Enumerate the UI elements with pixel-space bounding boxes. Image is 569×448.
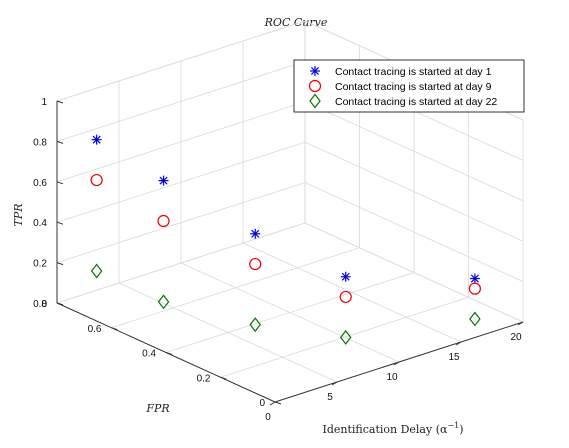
grid-line <box>56 222 306 304</box>
z-tick-mark <box>56 181 64 185</box>
legend-marker-shape <box>308 79 322 93</box>
legend-entry-day-9: Contact tracing is started at day 9 <box>335 81 492 93</box>
data-point-s2-0 <box>90 263 103 279</box>
x-axis-label-main: Identification Delay (α <box>322 423 448 436</box>
circle-shape <box>339 290 352 304</box>
grid-line <box>165 272 415 353</box>
x-axis-label-close: ) <box>459 423 463 436</box>
asterisk-stroke <box>92 135 101 144</box>
y-tick-mark <box>220 376 227 380</box>
x-axis-label: Identification Delay (α−1) <box>322 421 463 436</box>
diamond-shape <box>90 263 103 279</box>
asterisk-stroke <box>341 272 350 281</box>
y-tick-mark <box>274 401 282 405</box>
diamond-shape <box>309 93 321 109</box>
x-tick-mark <box>393 361 400 366</box>
legend-entry-day-22: Contact tracing is started at day 22 <box>335 96 497 108</box>
x-tick-label: 15 <box>448 352 460 363</box>
grid-line <box>111 247 360 329</box>
data-point-s0-0 <box>91 134 102 145</box>
z-tick-label: 0.8 <box>33 137 47 148</box>
diamond-shape <box>469 311 481 327</box>
x-tick-mark <box>331 381 338 386</box>
data-point-s2-1 <box>157 294 170 310</box>
z-tick-mark <box>56 140 64 144</box>
z-tick-mark <box>56 262 64 266</box>
z-tick-label: 1 <box>41 97 47 108</box>
y-tick-label: 0.2 <box>197 373 211 384</box>
grid-line <box>56 20 306 102</box>
data-point-s2-3 <box>339 329 352 345</box>
z-tick-label: 0 <box>41 299 47 310</box>
data-point-s1-0 <box>90 173 103 187</box>
x-axis-label-sup: −1 <box>447 421 459 430</box>
data-point-s0-2 <box>250 228 261 239</box>
circle-shape <box>157 214 170 228</box>
data-point-s1-1 <box>157 214 170 228</box>
data-point-s2-2 <box>249 317 262 333</box>
circle-shape <box>90 173 103 187</box>
data-point-s2-4 <box>469 311 481 327</box>
grid-line <box>220 296 469 378</box>
y-tick-label: 0 <box>259 398 265 409</box>
data-point-s1-2 <box>249 257 262 271</box>
y-tick-label: 0.4 <box>142 349 156 360</box>
legend-marker-diamond <box>309 93 321 109</box>
z-axis-label: TPR <box>12 203 25 226</box>
legend: Contact tracing is started at day 1 Cont… <box>293 59 525 113</box>
circle-shape <box>308 79 322 93</box>
z-tick-mark <box>56 100 64 104</box>
diamond-shape <box>249 317 262 333</box>
legend-marker-shape <box>310 66 320 76</box>
data-point-s0-4 <box>469 273 480 284</box>
y-axis-label: FPR <box>145 402 169 415</box>
axes <box>56 100 524 406</box>
circle-shape <box>468 282 481 295</box>
asterisk-stroke <box>470 274 479 283</box>
x-tick-label: 10 <box>386 372 398 383</box>
z-tick-label: 0.6 <box>33 178 47 189</box>
data-markers <box>90 134 481 345</box>
asterisk-stroke <box>310 66 320 76</box>
y-tick-mark <box>111 327 118 331</box>
z-tick-mark <box>56 302 64 306</box>
x-tick-mark <box>517 321 524 326</box>
x-tick-label: 20 <box>510 332 522 343</box>
legend-marker-circle <box>308 79 322 93</box>
data-point-s1-4 <box>468 282 481 295</box>
x-tick-mark <box>269 401 276 406</box>
z-tick-label: 0.2 <box>33 259 47 270</box>
z-tick-mark <box>56 221 64 225</box>
asterisk-stroke <box>251 229 260 238</box>
y-tick-label: 0.6 <box>88 324 102 335</box>
z-tick-label: 0.4 <box>33 218 47 229</box>
chart-title: ROC Curve <box>264 16 328 29</box>
diamond-shape <box>157 294 170 310</box>
x-tick-label: 5 <box>327 392 333 403</box>
asterisk-stroke <box>159 176 168 185</box>
legend-box <box>293 59 525 113</box>
x-tick-mark <box>455 341 462 346</box>
legend-marker-shape <box>309 93 321 109</box>
data-point-s0-3 <box>340 271 351 282</box>
diamond-shape <box>339 329 352 345</box>
data-point-s1-3 <box>339 290 352 304</box>
legend-entry-day-1: Contact tracing is started at day 1 <box>335 66 492 78</box>
y-tick-mark <box>165 352 173 355</box>
data-point-s0-1 <box>158 175 169 186</box>
circle-shape <box>249 257 262 271</box>
x-tick-label: 0 <box>265 412 271 423</box>
legend-marker-asterisk <box>310 66 320 76</box>
y-tick-label: 0.8 <box>33 299 47 310</box>
